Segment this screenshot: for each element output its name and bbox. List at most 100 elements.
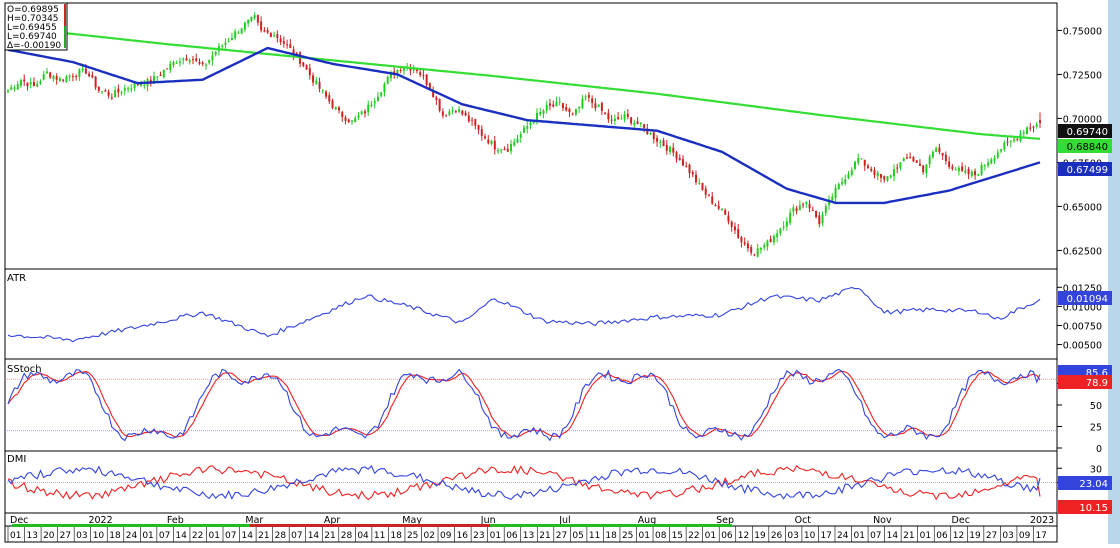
candle (717, 200, 720, 211)
day-label: 10 (93, 531, 105, 541)
candle (815, 210, 818, 219)
atr-axis-ticks: 0.01250 0.01000 0.00750 0.00500 (1057, 283, 1102, 352)
month-label: Jun (480, 515, 496, 526)
candle (344, 115, 347, 125)
dmi-value-badge: 23.04 (1058, 476, 1112, 490)
candle (802, 202, 805, 209)
candle (600, 101, 603, 115)
month-label: 2023 (1030, 515, 1054, 526)
price-tick-label: 0.75000 (1063, 26, 1102, 37)
candle (568, 107, 571, 117)
month-label: Sep (716, 515, 734, 526)
candle (539, 108, 542, 117)
day-label: 25 (622, 531, 633, 541)
candle (665, 140, 668, 155)
candle (980, 162, 983, 176)
day-label: 27 (986, 531, 997, 541)
day-label: 07 (291, 531, 302, 541)
candle (925, 163, 928, 178)
candle (506, 143, 509, 153)
candle (613, 114, 616, 125)
day-label: 14 (887, 531, 899, 541)
candle (526, 121, 529, 134)
day-label: 13 (27, 531, 38, 541)
candle (19, 78, 22, 88)
candle (607, 108, 610, 123)
candle (720, 208, 723, 211)
atr-tick-label: 0.00750 (1063, 321, 1102, 332)
candle (120, 90, 123, 96)
day-label: 23 (473, 531, 484, 541)
candle (542, 109, 545, 119)
candle (834, 184, 837, 203)
candle (104, 88, 107, 92)
candle (282, 36, 285, 48)
candle (698, 178, 701, 185)
month-label: Nov (873, 515, 892, 526)
candle (785, 217, 788, 231)
stoch-value-badge: 78.9 (1058, 375, 1112, 389)
day-label: 14 (175, 531, 187, 541)
atr-title: ATR (7, 273, 26, 284)
svg-text:0.01094: 0.01094 (1067, 294, 1108, 305)
candle (737, 223, 740, 239)
candle (273, 31, 276, 38)
candle (211, 51, 214, 66)
atr-value-badge: 0.01094 (1058, 291, 1112, 305)
candle (574, 108, 577, 117)
candle (331, 98, 334, 110)
right-frame (1108, 0, 1120, 544)
day-label: 07 (225, 531, 236, 541)
candle (750, 244, 753, 256)
candle (247, 19, 250, 27)
candle (58, 76, 61, 82)
candle (49, 71, 52, 80)
candle (214, 50, 217, 57)
candle (795, 205, 798, 215)
day-label: 01 (920, 531, 931, 541)
candle (130, 84, 133, 93)
day-label: 02 (423, 531, 434, 541)
svg-text:0.67499: 0.67499 (1067, 165, 1108, 176)
candle (970, 169, 973, 178)
day-label: 01 (639, 531, 650, 541)
day-label: 06 (936, 531, 948, 541)
candle (321, 89, 324, 94)
day-label: 19 (754, 531, 766, 541)
candle (617, 112, 620, 120)
candle (555, 96, 558, 107)
candle (55, 73, 58, 85)
candle (918, 159, 921, 166)
candle (886, 176, 889, 182)
day-label: 04 (357, 531, 369, 541)
candle (714, 203, 717, 207)
candle (88, 71, 91, 78)
candle (636, 117, 639, 125)
day-label: 11 (589, 531, 600, 541)
day-label: 01 (208, 531, 219, 541)
candle (711, 191, 714, 205)
candle (626, 109, 629, 120)
candle (357, 112, 360, 120)
day-label: 10 (804, 531, 816, 541)
candle (312, 72, 315, 87)
candle (912, 156, 915, 163)
candle (198, 58, 201, 66)
candle (879, 173, 882, 183)
day-label: 22 (688, 531, 699, 541)
stoch-panel: SStoch 7550250 85.678.9 (4, 358, 1112, 455)
candle (13, 85, 16, 92)
day-label: 09 (1019, 531, 1031, 541)
stoch-tick-label: 0 (1096, 444, 1102, 455)
candle (302, 61, 305, 68)
candle (944, 151, 947, 165)
candle (52, 74, 55, 82)
candle (672, 143, 675, 157)
candle (1016, 138, 1019, 142)
day-label: 14 (308, 531, 320, 541)
candle (237, 30, 240, 34)
day-label: 28 (275, 531, 287, 541)
price-panel-border (4, 2, 1058, 270)
